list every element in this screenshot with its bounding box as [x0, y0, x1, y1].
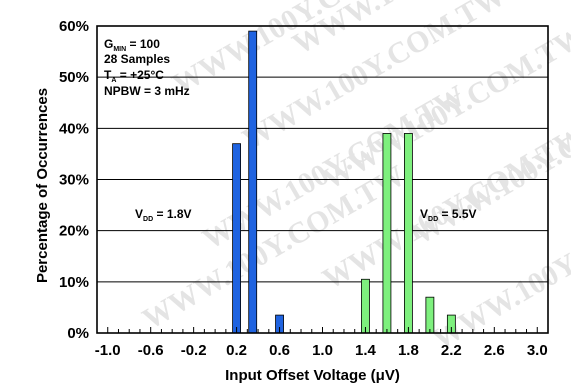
x-tick-label: -1.0	[95, 342, 121, 359]
y-tick-label: 20%	[59, 223, 89, 240]
x-tick-label: 3.0	[527, 342, 548, 359]
y-axis-label: Percentage of Occurrences	[34, 88, 51, 283]
grid-layer	[97, 76, 548, 283]
bar	[425, 296, 435, 334]
ticks-layer	[96, 327, 549, 333]
info-samples: 28 Samples	[104, 52, 170, 66]
x-tick-label: 1.0	[312, 342, 333, 359]
y-tick-label: 50%	[59, 69, 89, 86]
x-tick-label: -0.2	[181, 342, 207, 359]
x-tick-label: -0.6	[138, 342, 164, 359]
y-tick-label: 40%	[59, 120, 89, 137]
y-tick-label: 60%	[59, 18, 89, 35]
series-annotation: VDD = 5.5V	[420, 207, 477, 223]
y-tick-label: 10%	[59, 274, 89, 291]
x-axis-label: Input Offset Voltage (μV)	[225, 367, 400, 384]
bar	[248, 30, 258, 334]
info-bandwidth: NPBW = 3 mHz	[104, 84, 190, 98]
x-tick-label: 1.8	[398, 342, 419, 359]
x-tick-label: 1.4	[355, 342, 377, 359]
x-tick-label: 0.6	[269, 342, 290, 359]
labels-layer: -1.0 -0.6 -0.2 0.2 0.6 1.0 1.4 1.8 2.2 2.6 3.0 0% 10…	[34, 18, 548, 384]
y-tick-label: 30%	[59, 172, 89, 189]
x-tick-label: 2.2	[441, 342, 462, 359]
info-gain: GMIN = 100	[104, 37, 160, 53]
x-tick-label: 2.6	[484, 342, 505, 359]
y-tick-label: 0%	[67, 325, 89, 342]
bar	[382, 133, 392, 334]
bar	[232, 143, 241, 334]
bar	[361, 278, 370, 334]
x-tick-label: 0.2	[226, 342, 247, 359]
info-temperature: TA = +25°C	[104, 68, 164, 84]
bar	[404, 133, 413, 334]
series-annotation: VDD = 1.8V	[135, 207, 192, 223]
